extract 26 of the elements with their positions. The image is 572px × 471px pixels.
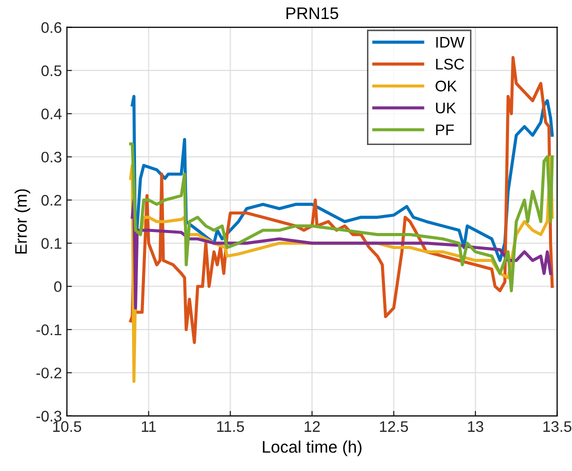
line-series <box>129 142 554 292</box>
y-tick-label: -0.2 <box>36 368 62 378</box>
x-tick-label: 13 <box>468 421 484 432</box>
x-tick-label: 10.5 <box>53 421 82 432</box>
y-axis-title: Error (m) <box>14 189 30 254</box>
x-tick-label: 11.5 <box>217 421 244 432</box>
x-axis-title: Local time (h) <box>262 440 362 456</box>
legend-label: LSC <box>436 58 464 70</box>
x-tick-label: 13.5 <box>543 421 572 432</box>
x-tick-label: 11 <box>142 421 156 432</box>
y-tick-label: -0.3 <box>36 410 62 422</box>
y-tick-label: 0.3 <box>41 152 62 163</box>
y-tick-label: 0.1 <box>41 238 62 249</box>
legend-label: UK <box>436 102 456 114</box>
y-tick-label: 0 <box>54 281 62 292</box>
legend-label: PF <box>436 124 454 136</box>
legend-label: OK <box>436 80 457 92</box>
y-tick-label: 0.2 <box>41 194 62 206</box>
y-tick-label: 0.6 <box>41 22 62 34</box>
y-tick-label: -0.1 <box>36 324 62 336</box>
x-tick-label: 12 <box>304 421 320 432</box>
legend-label: IDW <box>436 37 465 48</box>
x-tick-label: 12.5 <box>380 421 408 432</box>
y-tick-label: 0.5 <box>41 65 62 76</box>
chart-title: PRN15 <box>286 8 338 20</box>
y-tick-label: 0.4 <box>41 108 62 120</box>
